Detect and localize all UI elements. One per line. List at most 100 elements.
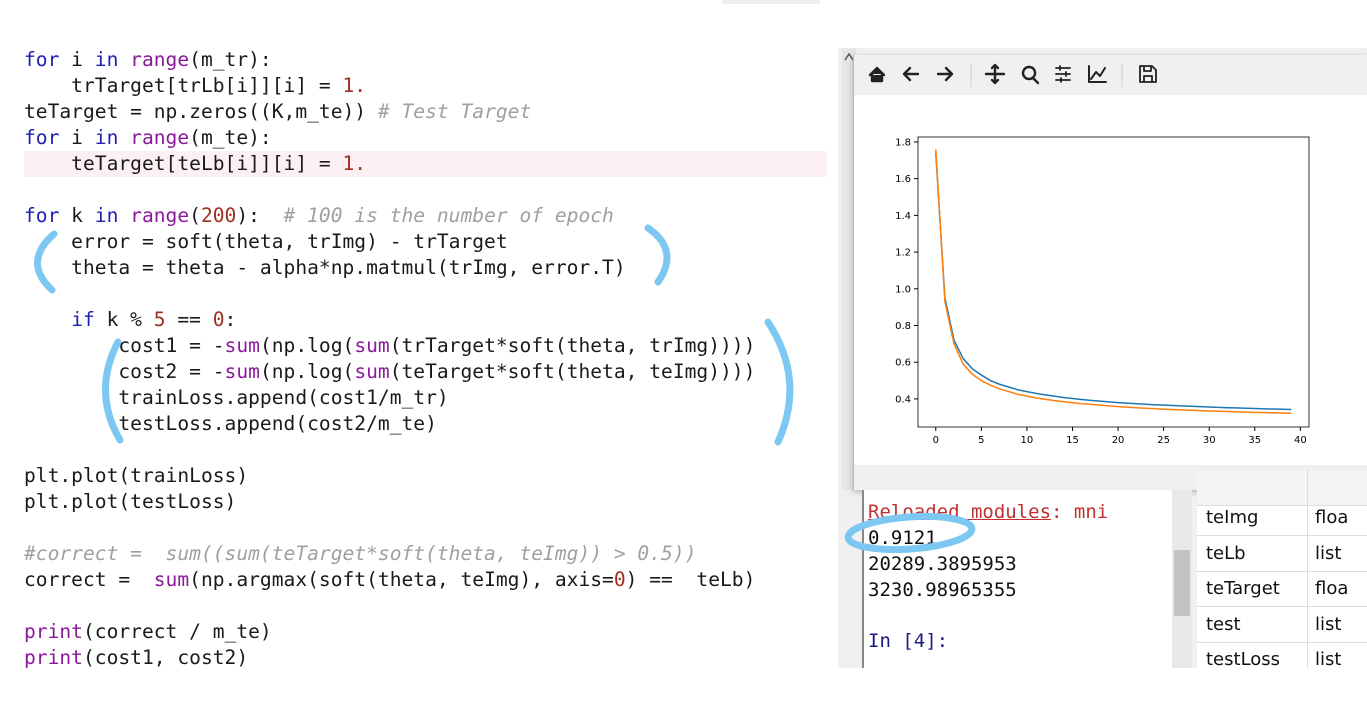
back-icon[interactable] (902, 66, 920, 82)
console-output: 0.9121 (868, 527, 937, 549)
code-token: == (165, 308, 213, 331)
code-line: trTarget[trLb[i]][i] = 1. (24, 73, 366, 99)
code-line: print(cost1, cost2) (24, 645, 248, 668)
axes-frame (917, 136, 1310, 428)
zoom-icon[interactable] (1021, 65, 1040, 85)
code-token: k % (94, 308, 154, 331)
console-output: 20289.3895953 (868, 553, 1017, 575)
code-token: i (59, 48, 95, 71)
code-token: trainLoss.append(cost1/m_tr) (24, 386, 449, 409)
code-token: sum (224, 334, 260, 357)
code-token: ): (236, 204, 284, 227)
var-cell: teLb (1206, 542, 1246, 564)
code-token: (np.log( (259, 334, 355, 357)
code-token: 0 (212, 308, 225, 331)
code-token: for (24, 48, 60, 71)
axes-icon[interactable] (1088, 65, 1107, 83)
var-cell: list (1315, 613, 1342, 635)
current-line (24, 151, 827, 177)
code-token: 5 (153, 308, 166, 331)
code-line: cost1 = -sum(np.log(sum(trTarget*soft(th… (24, 333, 755, 359)
var-cell: testLoss (1206, 649, 1281, 668)
code-line: plt.plot(trainLoss) (24, 463, 248, 489)
code-token: range (130, 126, 190, 149)
code-token: theta = theta - alpha*np.matmul(trImg, e… (24, 256, 626, 279)
reloaded-rest: : mni (1051, 501, 1109, 523)
code-line: #correct = sum((sum(teTarget*soft(theta,… (24, 541, 696, 567)
x-tick-label: 35 (1248, 435, 1261, 446)
var-row[interactable]: teLb list (1197, 536, 1367, 572)
pan-icon[interactable] (984, 63, 1006, 85)
code-token: sum (153, 568, 190, 591)
code-token: for (24, 204, 60, 227)
code-token (24, 308, 71, 331)
code-token: ) == teLb) (625, 568, 756, 591)
y-tick-label: 0.8 (895, 321, 911, 332)
code-line: teTarget[teLb[i]][i] = 1. (24, 151, 366, 177)
code-token: teTarget = np.zeros((K,m_te)) (24, 100, 378, 123)
code-line: trainLoss.append(cost1/m_tr) (24, 385, 449, 411)
code-token: correct = (24, 568, 154, 591)
code-token: for (24, 126, 60, 149)
scroll-thumb[interactable] (1174, 550, 1190, 616)
save-icon[interactable] (1139, 65, 1157, 83)
code-token: (m_tr): (189, 48, 272, 71)
code-token: (cost1, cost2) (82, 646, 249, 668)
var-row[interactable]: testLoss list (1197, 642, 1367, 668)
code-line: cost2 = -sum(np.log(sum(teTarget*soft(th… (24, 359, 755, 385)
x-tick-label: 10 (1021, 435, 1034, 446)
scrollbar (842, 48, 856, 490)
code-token: error = soft(theta, trImg) - trTarget (24, 230, 508, 253)
y-tick-label: 1.0 (895, 284, 911, 295)
code-token: testLoss.append(cost2/m_te) (24, 412, 437, 435)
code-token: if (71, 308, 95, 331)
code-token: 1. (342, 152, 367, 175)
code-token: in (94, 48, 119, 71)
code-token: (np.argmax(soft(theta, teImg), axis= (189, 568, 614, 591)
var-cell: list (1315, 649, 1342, 668)
code-token: (correct / m_te) (82, 620, 272, 643)
line-series (935, 152, 1292, 411)
y-tick-label: 1.4 (895, 211, 911, 222)
var-row-partial (1197, 470, 1367, 506)
home-icon[interactable] (868, 66, 886, 83)
forward-icon[interactable] (936, 66, 954, 82)
console-output: 3230.98965355 (868, 579, 1017, 601)
code-line: teTarget = np.zeros((K,m_te)) # Test Tar… (24, 99, 531, 125)
code-token: (np.log( (259, 360, 355, 383)
code-token: # 100 is the number of epoch (283, 204, 614, 227)
toolbar (854, 55, 1367, 95)
var-cell: teTarget (1206, 578, 1280, 599)
code-line: print(correct / m_te) (24, 619, 272, 645)
var-row[interactable]: teImg floa (1197, 500, 1367, 536)
figure-window: 0.4 0.6 0.8 1.0 1.2 1.4 1.6 1.8 0 5 10 15 20 25 30 35 40 (853, 55, 1367, 490)
x-tick-label: 40 (1294, 435, 1307, 446)
scroll-up[interactable] (844, 52, 854, 61)
code-line: theta = theta - alpha*np.matmul(trImg, e… (24, 255, 626, 281)
code-token: i (59, 126, 95, 149)
console-edge (862, 490, 864, 668)
scroll-track (842, 48, 856, 490)
code-token: trTarget[trLb[i]][i] = (24, 74, 343, 97)
y-tick-label: 0.4 (895, 394, 911, 405)
column-divider (1307, 470, 1308, 668)
code-token: in (94, 126, 119, 149)
code-editor[interactable]: for i in range (m_tr): trTarget[trLb[i]][… (0, 40, 827, 668)
configure-icon[interactable] (1055, 65, 1071, 83)
x-tick-label: 30 (1203, 435, 1216, 446)
code-token (118, 126, 130, 149)
code-token: plt.plot(testLoss) (24, 490, 237, 513)
var-row[interactable]: teTarget floa (1197, 571, 1367, 607)
code-token: cost2 = - (24, 360, 225, 383)
var-row[interactable]: test list (1197, 607, 1367, 643)
code-line: correct = sum(np.argmax(soft(theta, teIm… (24, 567, 755, 593)
code-token: (trTarget*soft(theta, trImg)))) (389, 334, 756, 357)
reloaded-line: Reloaded modules: mni (868, 501, 1108, 523)
code-token: cost1 = - (24, 334, 225, 357)
console[interactable]: Reloaded modules: mni 0.9121 20289.389595… (862, 490, 1172, 668)
code-token: # Test Target (377, 100, 532, 123)
code-line: for k in range(200): # 100 is the number… (24, 203, 614, 229)
code-line: testLoss.append(cost2/m_te) (24, 411, 437, 437)
line-series (935, 149, 1292, 414)
